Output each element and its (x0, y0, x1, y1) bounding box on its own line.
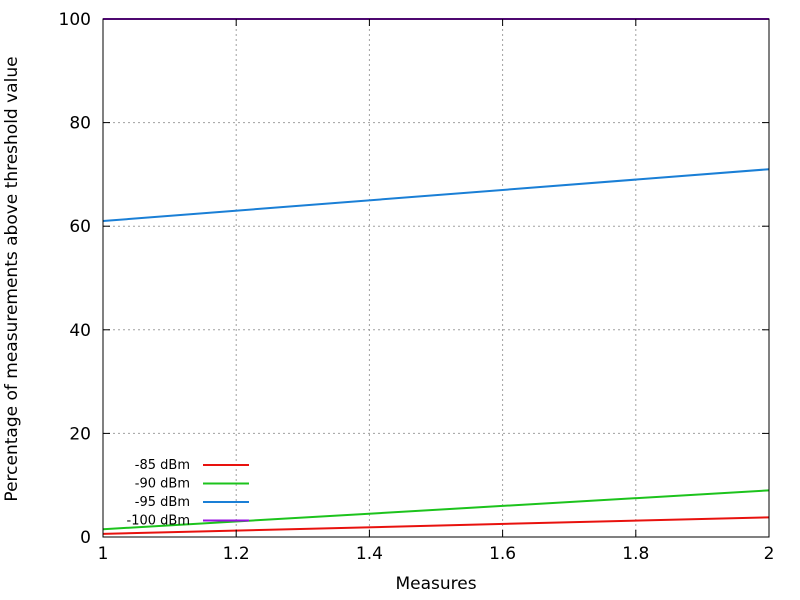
series-line-3 (102, 168, 770, 223)
plot-frame (102, 18, 770, 538)
y-tick-label: 40 (69, 321, 91, 341)
series-lines (102, 18, 770, 535)
legend-label-4: -100 dBm (127, 514, 190, 529)
series-line-2 (102, 489, 770, 531)
x-tick-label: 2 (764, 544, 775, 564)
y-tick-label: 80 (69, 114, 91, 134)
x-axis-label: Measures (395, 574, 476, 594)
series-line-1 (102, 516, 770, 535)
legend-label-3: -95 dBm (135, 495, 190, 510)
y-tick-label: 100 (59, 10, 91, 30)
x-tick-label: 1.4 (356, 544, 383, 564)
x-tick-label: 1 (98, 544, 109, 564)
legend-label-2: -90 dBm (135, 477, 190, 492)
grid (103, 19, 769, 537)
y-tick-label: 20 (69, 424, 91, 444)
y-tick-label: 60 (69, 217, 91, 237)
x-tick-label: 1.8 (622, 544, 649, 564)
y-tick-label: 0 (80, 528, 91, 548)
legend-label-1: -85 dBm (135, 458, 190, 473)
x-tick-label: 1.2 (223, 544, 250, 564)
x-tick-label: 1.6 (489, 544, 516, 564)
legend: -85 dBm -90 dBm -95 dBm -100 dBm (127, 458, 249, 529)
y-axis-label: Percentage of measurements above thresho… (2, 56, 22, 501)
